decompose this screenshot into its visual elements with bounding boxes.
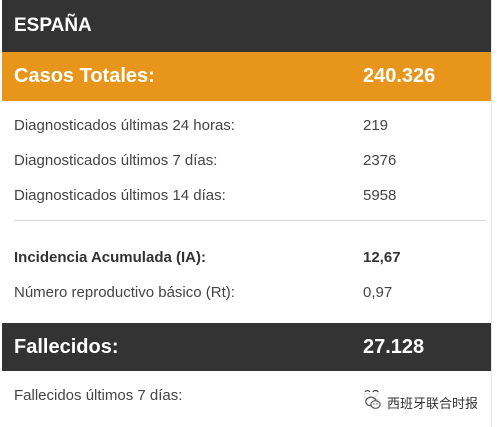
stat-label: Diagnosticados últimos 7 días:	[14, 152, 218, 169]
stat-value: 219	[363, 117, 389, 134]
fallecidos-value: 27.128	[363, 335, 425, 358]
stat-label: Diagnosticados últimas 24 horas:	[14, 117, 235, 134]
watermark-text: 西班牙联合时报	[386, 396, 478, 411]
stat-value: 0,97	[363, 284, 393, 301]
stat-row-14d: Diagnosticados últimos 14 días: 5958	[2, 178, 491, 213]
fallecidos-bar: Fallecidos: 27.128	[2, 323, 491, 371]
stat-label: Diagnosticados últimos 14 días:	[14, 187, 226, 204]
section-divider	[14, 220, 486, 221]
casos-totales-bar: Casos Totales: 240.326	[2, 52, 491, 101]
wechat-icon	[365, 395, 381, 409]
stat-row-7d: Diagnosticados últimos 7 días: 2376	[2, 143, 491, 178]
stat-label: Incidencia Acumulada (IA):	[14, 249, 206, 266]
country-title: ESPAÑA	[2, 0, 491, 52]
stat-value: 2376	[363, 152, 397, 169]
casos-totales-value: 240.326	[363, 65, 436, 87]
stat-row-incidencia: Incidencia Acumulada (IA): 12,67	[2, 240, 491, 275]
stat-label: Número reproductivo básico (Rt):	[14, 284, 235, 301]
fallecidos-label: Fallecidos:	[14, 335, 119, 358]
watermark: 西班牙联合时报	[361, 392, 481, 413]
stat-row-24h: Diagnosticados últimas 24 horas: 219	[2, 108, 491, 143]
stat-row-rt: Número reproductivo básico (Rt): 0,97	[2, 275, 491, 310]
stat-value: 12,67	[363, 249, 401, 266]
casos-totales-label: Casos Totales:	[14, 65, 155, 87]
stat-value: 5958	[363, 187, 397, 204]
stat-label: Fallecidos últimos 7 días:	[14, 387, 183, 404]
